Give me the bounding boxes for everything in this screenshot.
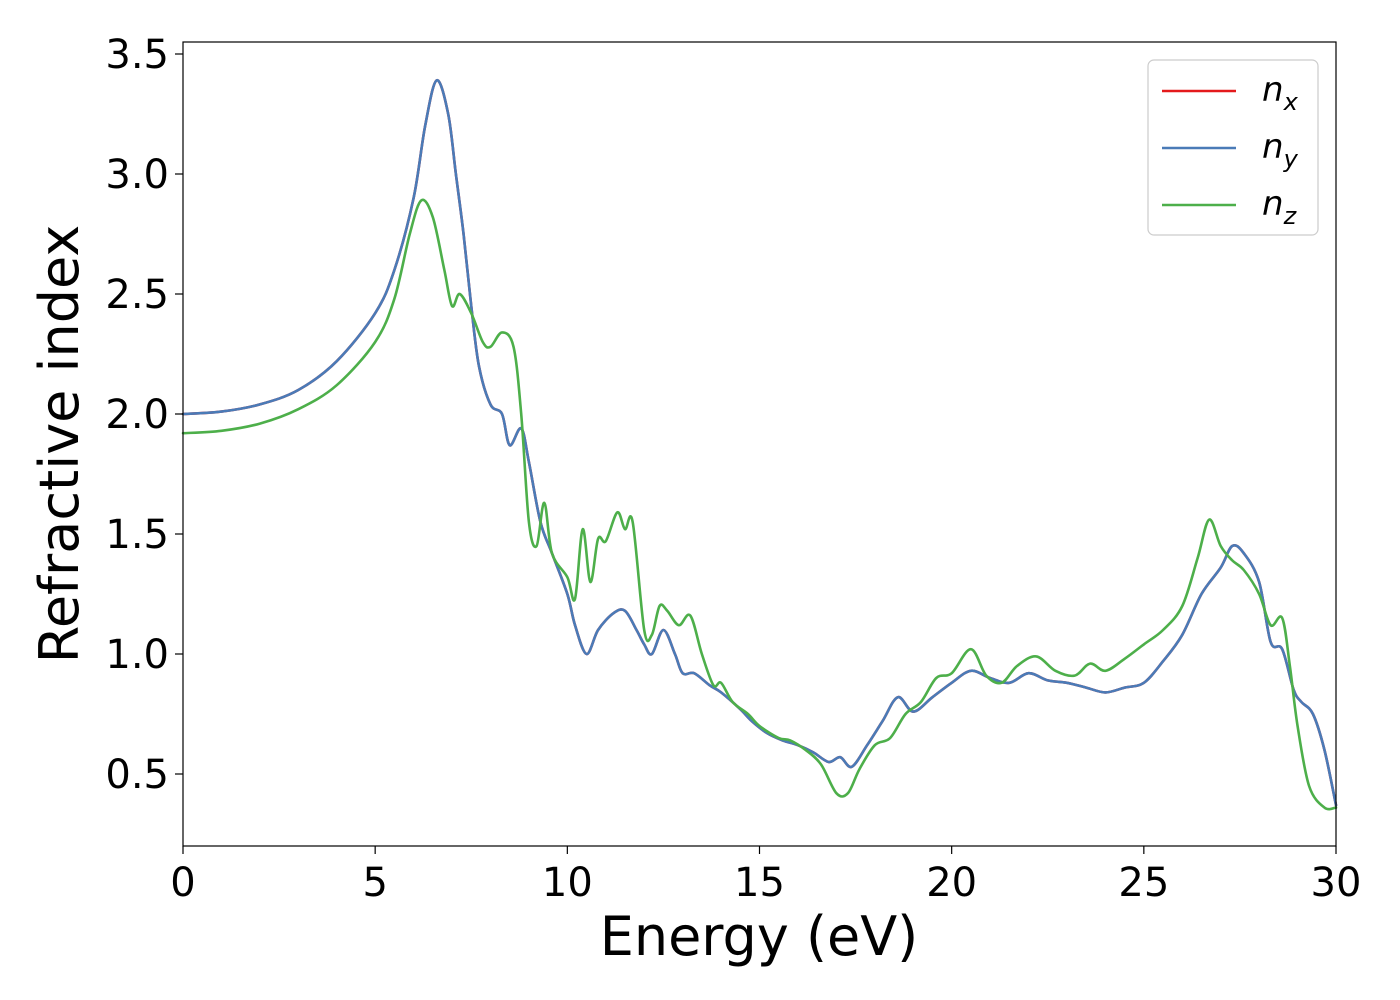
legend-label-base: n [1262, 184, 1284, 224]
y-tick-label: 2.5 [105, 272, 169, 318]
x-tick-label: 30 [1311, 860, 1362, 906]
x-tick-label: 25 [1118, 860, 1169, 906]
x-tick-label: 0 [170, 860, 195, 906]
y-axis-label: Refractive index [28, 225, 91, 664]
x-tick-label: 20 [926, 860, 977, 906]
legend-label-subscript: x [1283, 88, 1299, 116]
x-tick-label: 10 [542, 860, 593, 906]
x-axis-label: Energy (eV) [600, 905, 919, 968]
x-axis-ticks: 0 5 10 15 20 25 30 [170, 846, 1361, 906]
y-axis-ticks: 0.5 1.0 1.5 2.0 2.5 3.0 3.5 [105, 32, 183, 798]
series-line-ny [181, 79, 1338, 807]
series-line-nz [181, 198, 1338, 811]
y-tick-label: 0.5 [105, 752, 169, 798]
y-tick-label: 3.0 [105, 152, 169, 198]
x-tick-label: 15 [734, 860, 785, 906]
y-tick-label: 3.5 [105, 32, 169, 78]
legend-label-nx: nx [1262, 70, 1299, 116]
x-tick-label: 5 [362, 860, 387, 906]
plot-lines [181, 79, 1338, 811]
legend-label-subscript: y [1283, 145, 1299, 173]
legend-label-ny: ny [1262, 127, 1299, 173]
legend-label-base: n [1262, 70, 1284, 110]
legend-label-base: n [1262, 127, 1284, 167]
legend-label-subscript: z [1283, 202, 1298, 230]
legend-label-nz: nz [1262, 184, 1298, 230]
y-tick-label: 1.0 [105, 632, 169, 678]
y-tick-label: 2.0 [105, 392, 169, 438]
y-tick-label: 1.5 [105, 512, 169, 558]
